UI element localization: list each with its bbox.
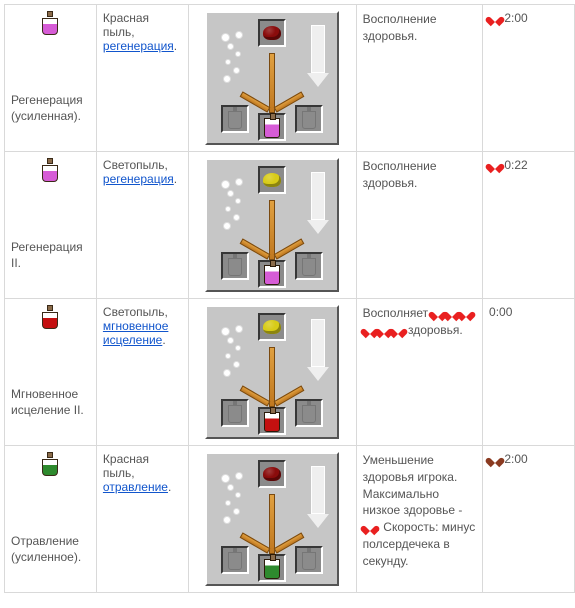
heart-icon bbox=[392, 325, 404, 336]
potion-bottle-icon bbox=[40, 11, 60, 37]
potion-table: Регенерация (усиленная). Красная пыль, р… bbox=[4, 4, 575, 593]
effect-cell: Уменьшение здоровья игрока. Максимально … bbox=[356, 446, 482, 593]
duration-text: 2:00 bbox=[504, 11, 527, 25]
duration-text: 0:22 bbox=[504, 158, 527, 172]
brew-slot-middle bbox=[258, 554, 286, 582]
progress-arrow-icon bbox=[307, 172, 329, 236]
duration-cell: 0:00 bbox=[483, 299, 575, 446]
brew-slot-left bbox=[221, 546, 249, 574]
effect-cell: Восполняет здоровья. bbox=[356, 299, 482, 446]
progress-arrow-icon bbox=[307, 466, 329, 530]
table-row: Мгновенное исцеление II. Светопыль, мгно… bbox=[5, 299, 575, 446]
ingredient-link[interactable]: регенерация bbox=[103, 172, 174, 186]
ingredient-text: Светопыль, bbox=[103, 158, 168, 172]
brew-slot-ingredient bbox=[258, 166, 286, 194]
potion-bottle-icon bbox=[40, 305, 60, 331]
duration-text: 0:00 bbox=[489, 305, 512, 319]
heart-icon bbox=[489, 454, 501, 465]
brew-slot-right bbox=[295, 105, 323, 133]
ingredient-text: Красная пыль, bbox=[103, 11, 149, 39]
brew-slot-ingredient bbox=[258, 460, 286, 488]
duration-cell: 0:22 bbox=[483, 152, 575, 299]
brew-slot-right bbox=[295, 252, 323, 280]
potion-name: Регенерация (усиленная). bbox=[11, 92, 90, 124]
ingredients-cell: Светопыль, мгновенное исцеление. bbox=[96, 299, 188, 446]
progress-arrow-icon bbox=[307, 25, 329, 89]
ingredient-link[interactable]: мгновенное исцеление bbox=[103, 319, 168, 347]
brewing-stand bbox=[205, 452, 339, 586]
duration-text: 2:00 bbox=[504, 452, 527, 466]
brewing-stand bbox=[205, 158, 339, 292]
potion-bottle-icon bbox=[40, 452, 60, 478]
heart-icon bbox=[364, 522, 376, 533]
brewing-stand bbox=[205, 11, 339, 145]
potion-name: Отравление (усиленное). bbox=[11, 533, 90, 565]
brewing-stand bbox=[205, 305, 339, 439]
heart-icon bbox=[489, 13, 501, 24]
progress-arrow-icon bbox=[307, 319, 329, 383]
potion-name: Регенерация II. bbox=[11, 239, 90, 271]
duration-cell: 2:00 bbox=[483, 5, 575, 152]
brew-slot-middle bbox=[258, 407, 286, 435]
table-row: Регенерация (усиленная). Красная пыль, р… bbox=[5, 5, 575, 152]
potion-name: Мгновенное исцеление II. bbox=[11, 386, 90, 418]
table-row: Регенерация II. Светопыль, регенерация. … bbox=[5, 152, 575, 299]
brew-slot-left bbox=[221, 105, 249, 133]
brew-slot-right bbox=[295, 399, 323, 427]
brew-slot-middle bbox=[258, 260, 286, 288]
potion-bottle-icon bbox=[40, 158, 60, 184]
bubbles-icon bbox=[219, 323, 247, 381]
table-row: Отравление (усиленное). Красная пыль, от… bbox=[5, 446, 575, 593]
ingredient-text: Светопыль, bbox=[103, 305, 168, 319]
duration-cell: 2:00 bbox=[483, 446, 575, 593]
ingredient-text: Красная пыль, bbox=[103, 452, 149, 480]
brew-slot-middle bbox=[258, 113, 286, 141]
heart-icon bbox=[460, 308, 472, 319]
brew-slot-left bbox=[221, 399, 249, 427]
effect-cell: Восполнение здоровья. bbox=[356, 152, 482, 299]
brew-slot-ingredient bbox=[258, 313, 286, 341]
ingredient-link[interactable]: отравление bbox=[103, 480, 168, 494]
bubbles-icon bbox=[219, 176, 247, 234]
bubbles-icon bbox=[219, 470, 247, 528]
bubbles-icon bbox=[219, 29, 247, 87]
ingredients-cell: Красная пыль, регенерация. bbox=[96, 5, 188, 152]
brew-slot-ingredient bbox=[258, 19, 286, 47]
brew-slot-right bbox=[295, 546, 323, 574]
ingredient-link[interactable]: регенерация bbox=[103, 39, 174, 53]
ingredients-cell: Красная пыль, отравление. bbox=[96, 446, 188, 593]
brew-slot-left bbox=[221, 252, 249, 280]
ingredients-cell: Светопыль, регенерация. bbox=[96, 152, 188, 299]
effect-cell: Восполнение здоровья. bbox=[356, 5, 482, 152]
heart-icon bbox=[489, 160, 501, 171]
